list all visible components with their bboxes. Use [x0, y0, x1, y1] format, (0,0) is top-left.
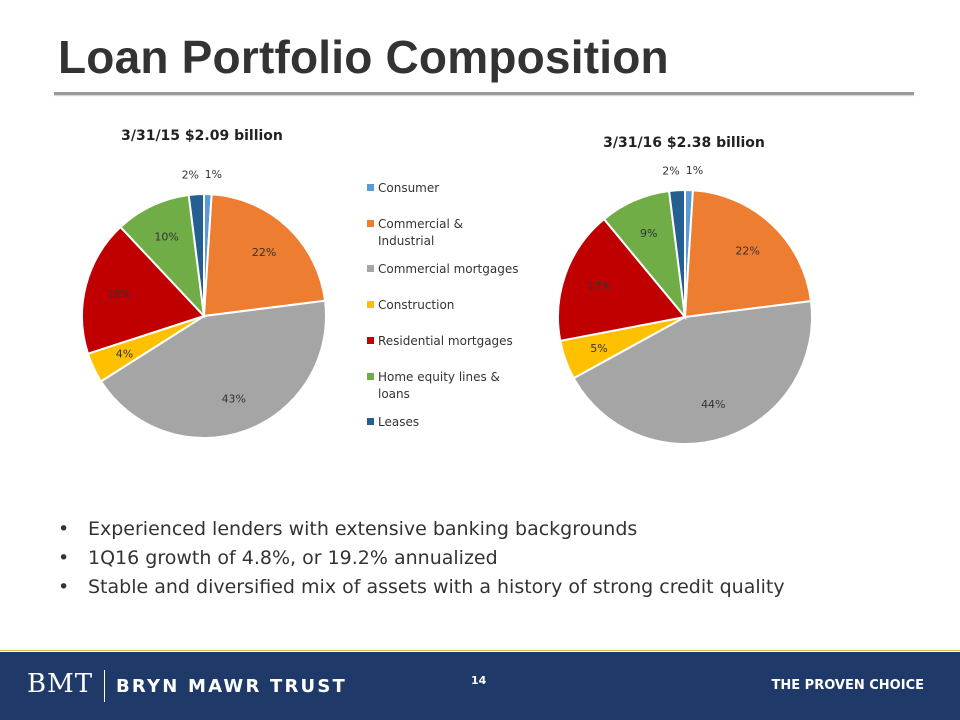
legend-swatch: [367, 373, 374, 380]
legend-swatch: [367, 418, 374, 425]
legend-swatch: [367, 184, 374, 191]
pie-chart-2016: 1% 22% 44% 5% 17% 9% 2%: [557, 164, 813, 445]
slice-label: 44%: [701, 398, 725, 411]
legend-label: Commercial &: [378, 217, 463, 231]
slice-label: 22%: [735, 244, 759, 257]
slice-label: 5%: [590, 342, 607, 355]
chart-title-2015: 3/31/15 $2.09 billion: [121, 128, 283, 144]
chart-legend: Consumer Commercial & Industrial Commercial…: [367, 181, 518, 429]
bullet-icon: •: [58, 518, 70, 540]
slice-label: 9%: [640, 227, 657, 240]
slice-label: 17%: [587, 280, 611, 293]
bullet-text: 1Q16 growth of 4.8%, or 19.2% annualized: [88, 547, 498, 569]
pie-slice: [119, 193, 206, 319]
pie-slice: [81, 225, 206, 355]
legend-label: Home equity lines &: [378, 370, 500, 384]
legend-label: Residential mortgages: [378, 334, 513, 348]
bullet-item: • 1Q16 growth of 4.8%, or 19.2% annualize…: [58, 547, 785, 576]
legend-label: loans: [378, 387, 410, 401]
slice-label: 2%: [662, 164, 679, 177]
legend-label: Industrial: [378, 234, 434, 248]
bullet-item: • Stable and diversified mix of assets wi…: [58, 576, 785, 605]
pie-slice: [667, 188, 686, 318]
pie-slice: [683, 189, 813, 319]
bullet-icon: •: [58, 547, 70, 569]
key-points-list: • Experienced lenders with extensive bank…: [58, 518, 785, 605]
legend-swatch: [367, 265, 374, 272]
legend-label: Commercial mortgages: [378, 262, 518, 276]
bullet-text: Stable and diversified mix of assets wit…: [88, 576, 785, 598]
chart-title-2016: 3/31/16 $2.38 billion: [603, 135, 765, 151]
legend-label: Leases: [378, 415, 419, 429]
legend-swatch: [367, 220, 374, 227]
slice-label: 2%: [182, 168, 199, 181]
logo-separator: [104, 670, 105, 702]
bullet-icon: •: [58, 576, 70, 598]
bmt-logo: BMT: [27, 669, 94, 699]
footer-bar: BMT BRYN MAWR TRUST 14 THE PROVEN CHOICE: [0, 652, 960, 720]
pie-slice: [557, 217, 687, 342]
legend-label: Construction: [378, 298, 454, 312]
slice-label: 10%: [154, 231, 178, 244]
footer-gold-rule: [0, 650, 960, 651]
legend-swatch: [367, 337, 374, 344]
slice-label: 18%: [107, 288, 131, 301]
slice-label: 1%: [686, 164, 703, 177]
tagline: THE PROVEN CHOICE: [771, 678, 924, 693]
page-number: 14: [471, 674, 487, 687]
pie-slice: [202, 193, 327, 318]
company-name: BRYN MAWR TRUST: [116, 676, 347, 697]
slice-label: 43%: [222, 393, 246, 406]
legend-swatch: [367, 301, 374, 308]
title-divider: [54, 92, 914, 95]
slice-label: 1%: [205, 168, 222, 181]
pie-slice: [99, 299, 327, 439]
pie-slice: [572, 299, 813, 445]
bullet-item: • Experienced lenders with extensive bank…: [58, 518, 785, 547]
bullet-text: Experienced lenders with extensive banki…: [88, 518, 638, 540]
charts-area: 3/31/15 $2.09 billion 3/31/16 $2.38 bill…: [81, 128, 813, 445]
legend-label: Consumer: [378, 181, 439, 195]
slice-label: 4%: [116, 347, 133, 360]
pie-slice: [187, 192, 205, 317]
slide-title: Loan Portfolio Composition: [58, 31, 669, 83]
pie-chart-2015: 1% 22% 43% 4% 18% 10% 2%: [81, 168, 327, 439]
slice-label: 22%: [252, 246, 276, 259]
